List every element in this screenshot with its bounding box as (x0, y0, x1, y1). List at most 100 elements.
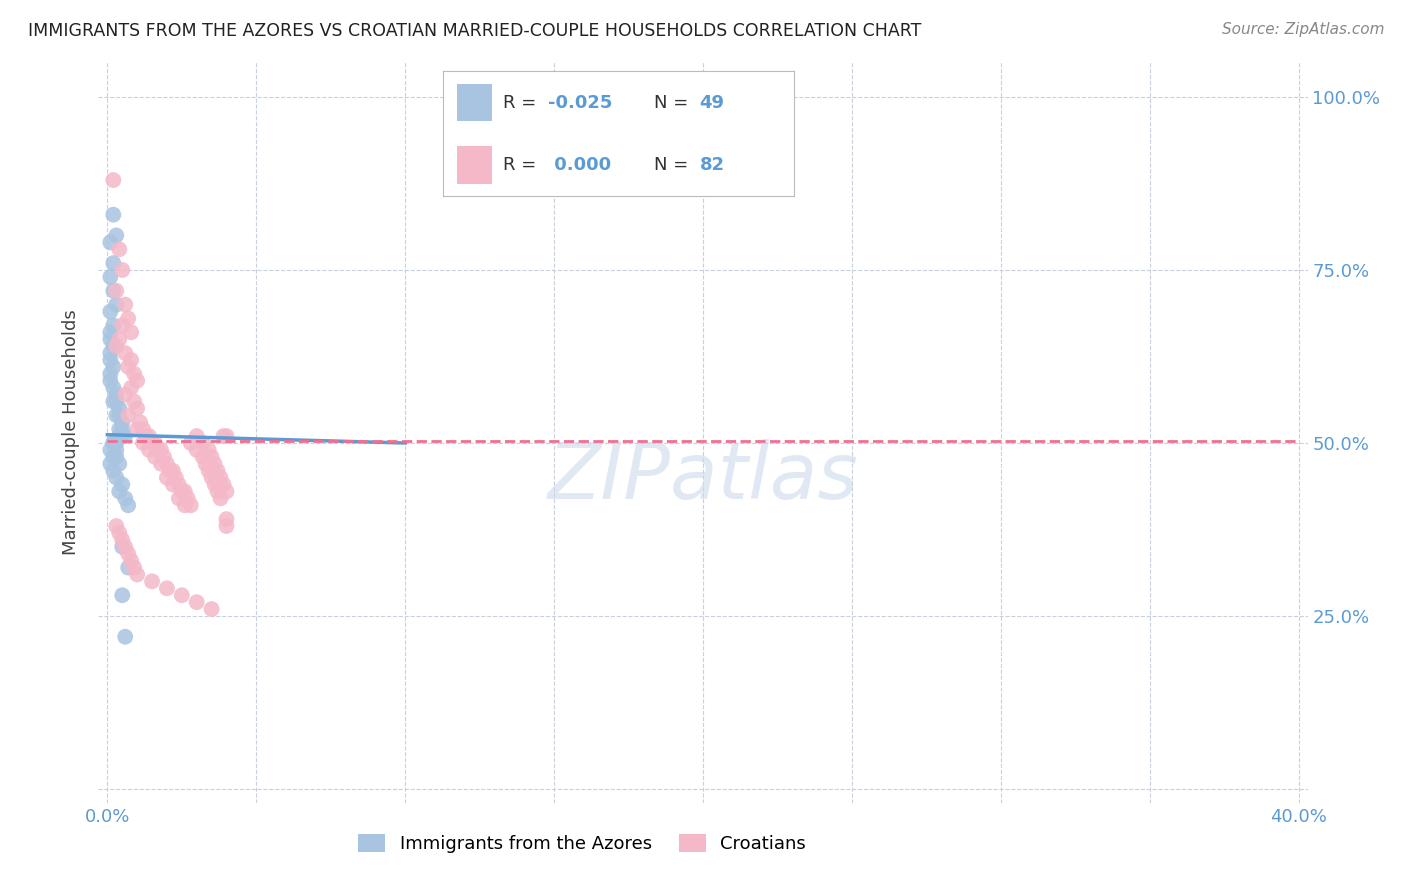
Point (200, 450, 222, 464)
Point (141, 574, 163, 589)
Point (103, 436, 125, 450)
Point (108, 332, 131, 346)
Point (207, 464, 229, 478)
Point (103, 450, 125, 464)
Text: ZIPatlas: ZIPatlas (547, 439, 859, 515)
Point (143, 436, 166, 450)
Point (170, 588, 193, 602)
Point (105, 470, 128, 484)
Point (114, 540, 136, 554)
Text: 0.000: 0.000 (548, 156, 612, 174)
Legend: Immigrants from the Azores, Croatians: Immigrants from the Azores, Croatians (352, 827, 813, 861)
Point (98, 346, 121, 360)
Point (215, 484, 238, 499)
Point (98, 332, 121, 346)
Point (103, 173, 125, 187)
Point (111, 588, 134, 602)
Point (156, 582, 179, 596)
Point (180, 436, 202, 450)
Point (105, 297, 128, 311)
Point (98, 235, 121, 250)
Point (146, 442, 169, 457)
Point (105, 450, 128, 464)
Point (191, 436, 214, 450)
Point (111, 477, 134, 491)
Point (215, 429, 238, 443)
Point (103, 359, 125, 374)
Point (143, 450, 166, 464)
Point (105, 228, 128, 243)
Point (170, 484, 193, 499)
Point (108, 525, 131, 540)
Point (108, 429, 131, 443)
Point (129, 415, 152, 429)
Point (103, 208, 125, 222)
Point (114, 429, 136, 443)
Text: -0.025: -0.025 (548, 94, 613, 112)
Point (138, 442, 160, 457)
Point (167, 491, 190, 506)
Point (120, 353, 142, 368)
Point (98, 367, 121, 381)
Point (127, 567, 149, 582)
Point (117, 547, 139, 561)
Point (114, 346, 136, 360)
FancyBboxPatch shape (457, 146, 492, 184)
Point (197, 464, 219, 478)
Point (103, 394, 125, 409)
Point (103, 381, 125, 395)
Point (159, 464, 181, 478)
Point (180, 498, 202, 512)
Point (149, 457, 172, 471)
Point (105, 284, 128, 298)
Text: R =: R = (503, 156, 541, 174)
Point (212, 429, 235, 443)
Point (122, 560, 145, 574)
Point (98, 442, 121, 457)
Point (111, 415, 134, 429)
Point (167, 477, 190, 491)
Text: N =: N = (654, 94, 693, 112)
Point (200, 470, 222, 484)
Point (105, 519, 128, 533)
Text: R =: R = (503, 94, 541, 112)
Point (111, 533, 134, 547)
Point (108, 242, 131, 256)
Text: N =: N = (654, 156, 693, 174)
Point (98, 457, 121, 471)
Point (162, 477, 184, 491)
Point (108, 457, 131, 471)
Point (105, 394, 128, 409)
FancyBboxPatch shape (457, 84, 492, 121)
Point (108, 422, 131, 436)
Point (127, 374, 149, 388)
Point (120, 381, 142, 395)
Point (98, 304, 121, 318)
Point (117, 560, 139, 574)
Point (98, 326, 121, 340)
Point (98, 353, 121, 368)
Point (117, 311, 139, 326)
Point (177, 491, 200, 506)
Point (98, 374, 121, 388)
Point (103, 464, 125, 478)
Point (105, 387, 128, 401)
Point (156, 470, 179, 484)
Text: IMMIGRANTS FROM THE AZORES VS CROATIAN MARRIED-COUPLE HOUSEHOLDS CORRELATION CHA: IMMIGRANTS FROM THE AZORES VS CROATIAN M… (28, 22, 921, 40)
Point (141, 436, 163, 450)
Point (132, 436, 155, 450)
Point (207, 484, 229, 499)
Point (114, 297, 136, 311)
Point (111, 318, 134, 333)
Point (105, 436, 128, 450)
Point (153, 450, 176, 464)
Point (204, 457, 226, 471)
Point (127, 422, 149, 436)
Point (209, 491, 232, 506)
Point (122, 394, 145, 409)
Point (114, 630, 136, 644)
Point (162, 464, 184, 478)
Point (204, 477, 226, 491)
Point (212, 477, 235, 491)
Point (173, 498, 195, 512)
